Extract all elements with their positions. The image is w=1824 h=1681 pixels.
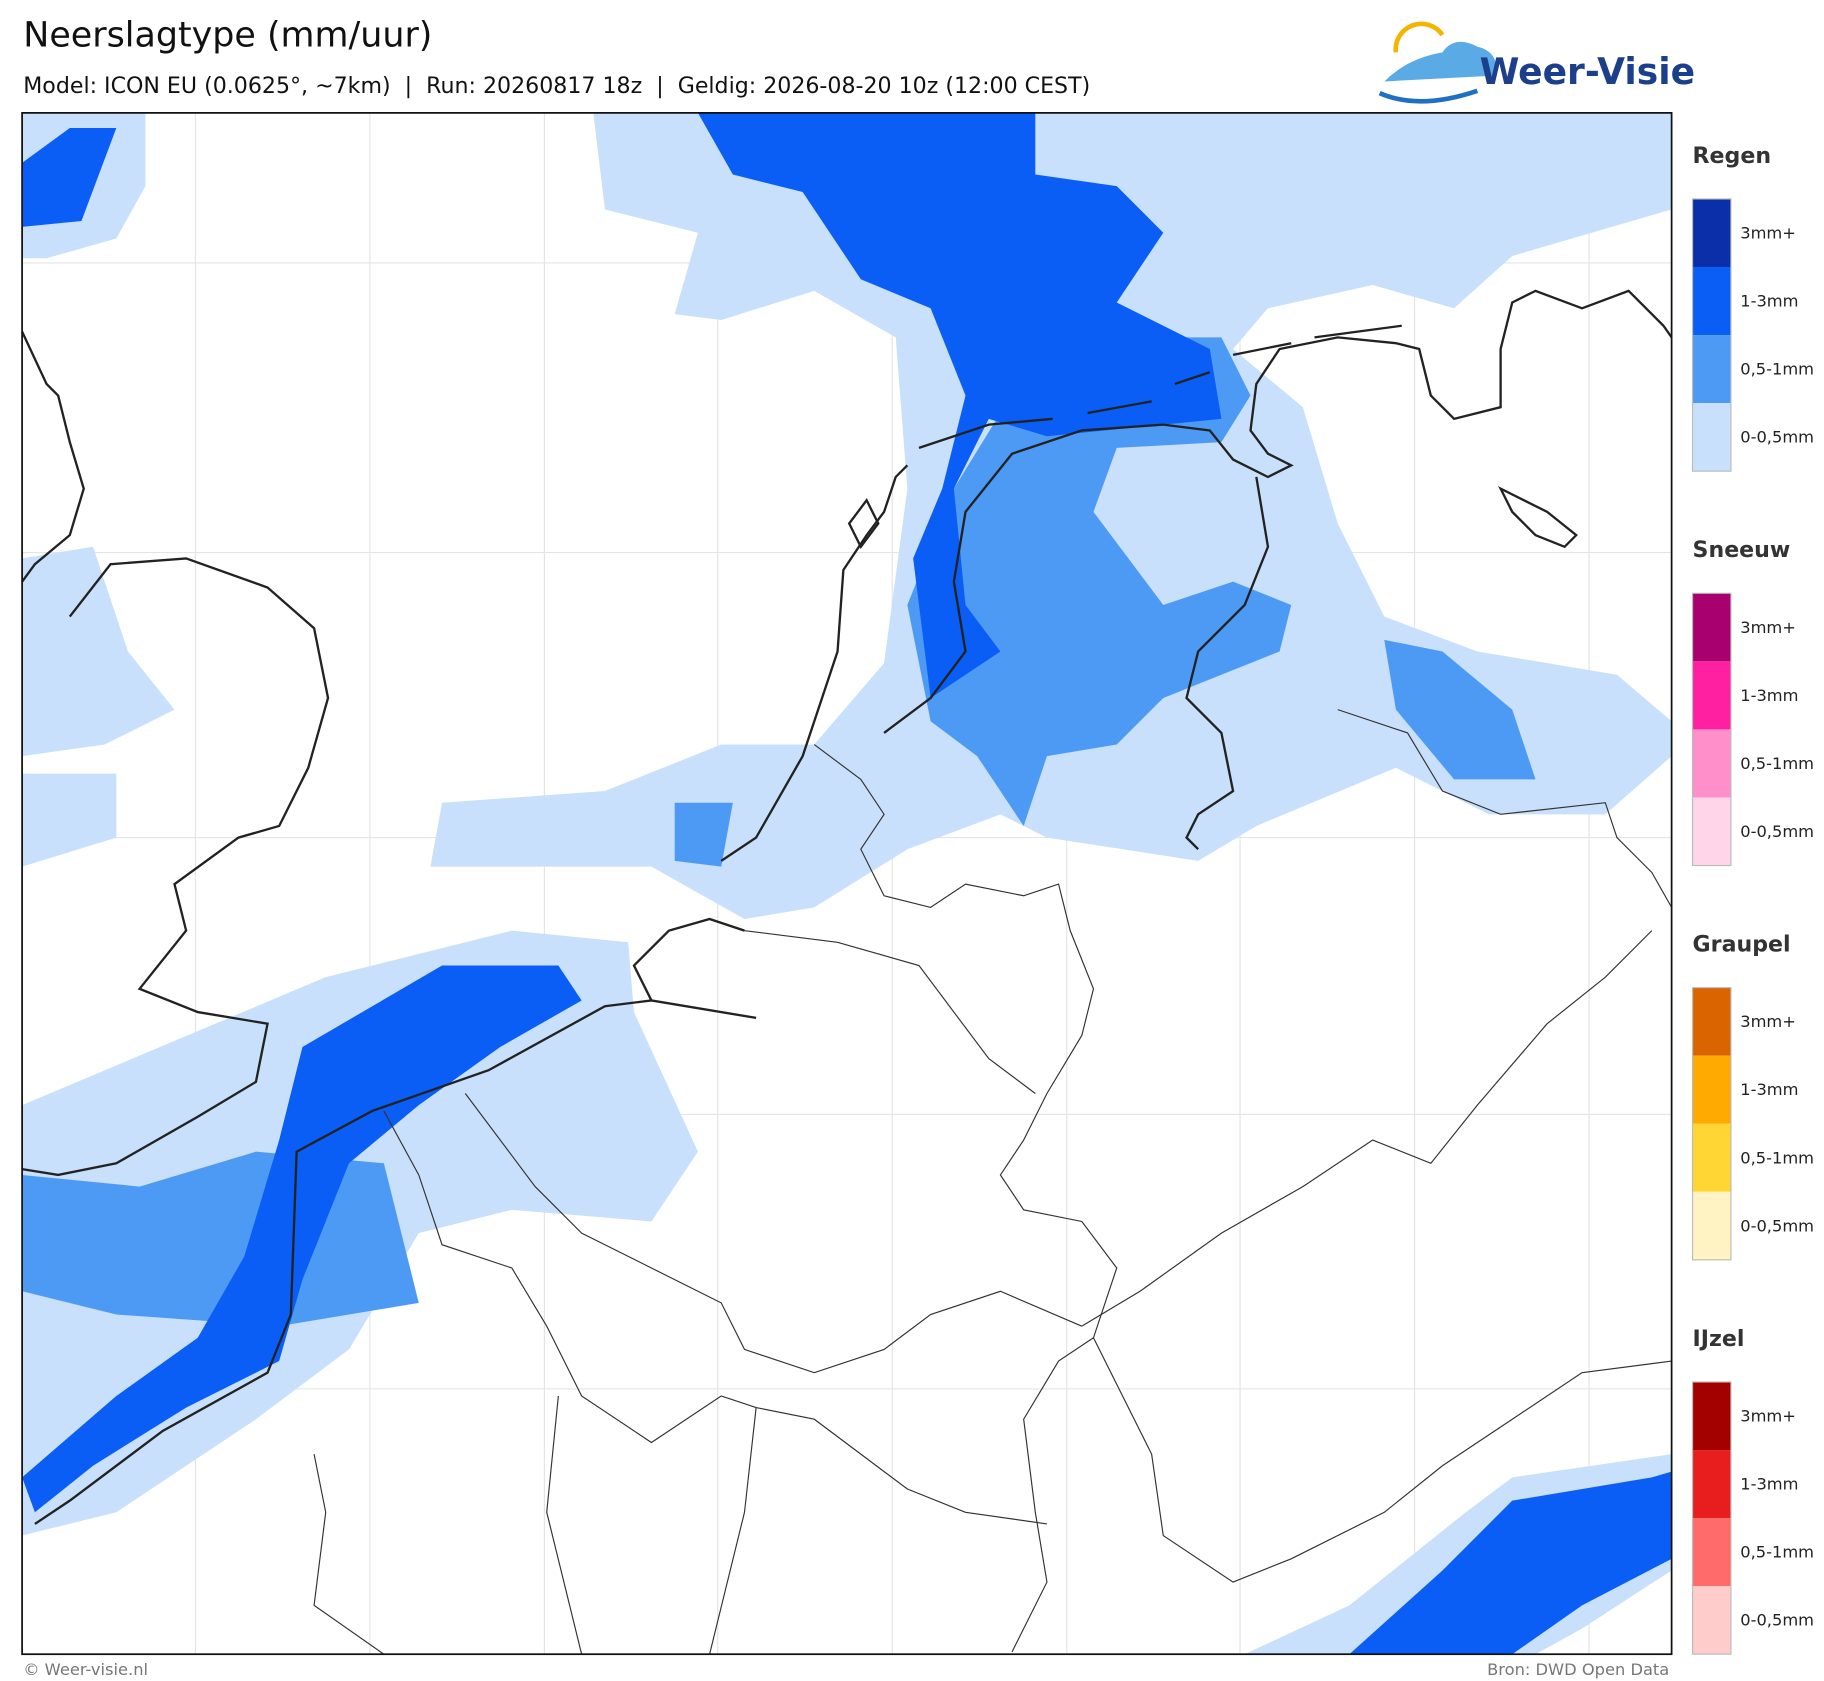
legend-swatch <box>1692 335 1731 404</box>
legend-swatch <box>1692 198 1731 268</box>
legend-label: 3mm+ <box>1740 224 1796 243</box>
logo-text: Weer-Visie <box>1480 51 1695 93</box>
legend-label: 0,5-1mm <box>1740 1543 1814 1562</box>
legend-title: Regen <box>1693 143 1772 169</box>
legend-swatch <box>1692 1191 1731 1260</box>
legend-frame <box>1691 198 1732 472</box>
legend-swatch <box>1692 1123 1731 1192</box>
legend-swatch <box>1692 1450 1731 1519</box>
copyright: © Weer-visie.nl <box>23 1660 148 1679</box>
legend-label: 1-3mm <box>1740 292 1798 311</box>
legend-swatch <box>1692 593 1731 662</box>
title: Neerslagtype (mm/uur) <box>23 16 432 56</box>
legend-label: 0-0,5mm <box>1740 822 1814 841</box>
legend-label: 0-0,5mm <box>1740 428 1814 447</box>
legend-swatch <box>1692 267 1731 336</box>
map-frame <box>21 112 1673 1656</box>
legend: Regen 3mm+ 1-3mm 0,5-1mm 0-0,5mm Sneeuw 3mm+ 1-… <box>1691 143 1814 1655</box>
logo: Weer-Visie <box>1378 21 1695 104</box>
legend-label: 1-3mm <box>1740 686 1798 705</box>
legend-swatch <box>1692 661 1731 730</box>
legend-label: 1-3mm <box>1740 1475 1798 1494</box>
legend-label: 1-3mm <box>1740 1080 1798 1099</box>
legend-frame <box>1691 592 1732 867</box>
borders <box>313 709 1673 1655</box>
legend-label: 3mm+ <box>1740 1407 1796 1426</box>
source: Bron: DWD Open Data <box>1487 1660 1669 1679</box>
legend-label: 3mm+ <box>1740 618 1796 637</box>
legend-swatch <box>1692 797 1731 866</box>
legend-swatch <box>1692 1518 1731 1587</box>
map <box>21 112 1673 1656</box>
legend-swatch <box>1692 1055 1731 1124</box>
legend-label: 0-0,5mm <box>1740 1611 1814 1630</box>
legend-label: 0-0,5mm <box>1740 1216 1814 1235</box>
legend-frame <box>1691 1381 1732 1655</box>
legend-title: Sneeuw <box>1693 537 1791 563</box>
legend-label: 3mm+ <box>1740 1012 1796 1031</box>
subtitle: Model: ICON EU (0.0625°, ~7km) | Run: 20… <box>23 73 1090 99</box>
legend-swatch <box>1692 729 1731 798</box>
legend-label: 0,5-1mm <box>1740 1148 1814 1167</box>
coastlines <box>21 289 1673 1525</box>
legend-label: 0,5-1mm <box>1740 360 1814 379</box>
legend-title: IJzel <box>1693 1326 1745 1352</box>
legend-title: Graupel <box>1693 932 1791 958</box>
legend-swatch <box>1692 1382 1731 1451</box>
legend-frame <box>1691 987 1732 1261</box>
legend-swatch <box>1692 1586 1731 1655</box>
legend-swatch <box>1692 403 1731 472</box>
legend-swatch <box>1692 987 1731 1056</box>
legend-label: 0,5-1mm <box>1740 754 1814 773</box>
